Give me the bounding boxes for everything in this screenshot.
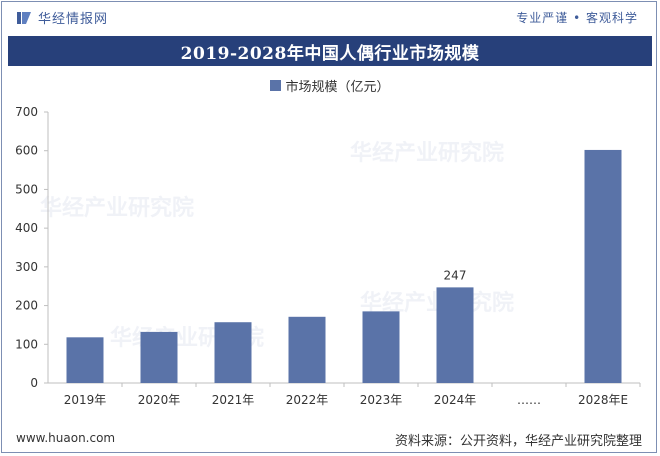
- bar: [140, 331, 178, 383]
- y-tick-label: 100: [15, 337, 38, 351]
- bar: [66, 337, 104, 383]
- brand-logo-icon: [17, 11, 31, 24]
- legend-label: 市场规模（亿元）: [285, 80, 390, 95]
- y-tick-label: 700: [15, 105, 38, 119]
- x-tick-label: 2021年: [212, 393, 255, 407]
- bar: [584, 149, 622, 383]
- x-tick-label: 2028年E: [578, 393, 628, 407]
- footer-source: 资料来源：公开资料，华经产业研究院整理: [394, 434, 642, 449]
- bar: [214, 322, 252, 383]
- data-label: 247: [444, 268, 467, 282]
- legend-swatch: [270, 80, 282, 91]
- y-tick-label: 0: [30, 376, 38, 390]
- x-tick-label: ……: [517, 393, 541, 407]
- x-tick-label: 2020年: [138, 393, 181, 407]
- x-tick-label: 2023年: [360, 393, 403, 407]
- y-tick-label: 200: [15, 299, 38, 313]
- header-bar: 华经情报网 专业严谨 • 客观科学: [0, 0, 660, 34]
- bar: [288, 316, 326, 383]
- x-tick-label: 2019年: [64, 393, 107, 407]
- slogan: 专业严谨 • 客观科学: [516, 11, 638, 25]
- brand: 华经情报网: [16, 8, 108, 27]
- x-tick-label: 2022年: [286, 393, 329, 407]
- y-tick-label: 400: [15, 221, 38, 235]
- bar: [362, 311, 400, 383]
- chart-title: 2019-2028年中国人偶行业市场规模: [180, 43, 480, 64]
- legend: 市场规模（亿元）: [0, 76, 660, 95]
- chart-title-band: 2019-2028年中国人偶行业市场规模: [8, 36, 652, 66]
- bar: [436, 287, 474, 383]
- y-tick-label: 500: [15, 182, 38, 196]
- y-tick-label: 600: [15, 144, 38, 158]
- brand-name: 华经情报网: [38, 12, 109, 27]
- y-tick-label: 300: [15, 260, 38, 274]
- x-tick-label: 2024年: [434, 393, 477, 407]
- footer-url[interactable]: www.huaon.com: [16, 431, 116, 445]
